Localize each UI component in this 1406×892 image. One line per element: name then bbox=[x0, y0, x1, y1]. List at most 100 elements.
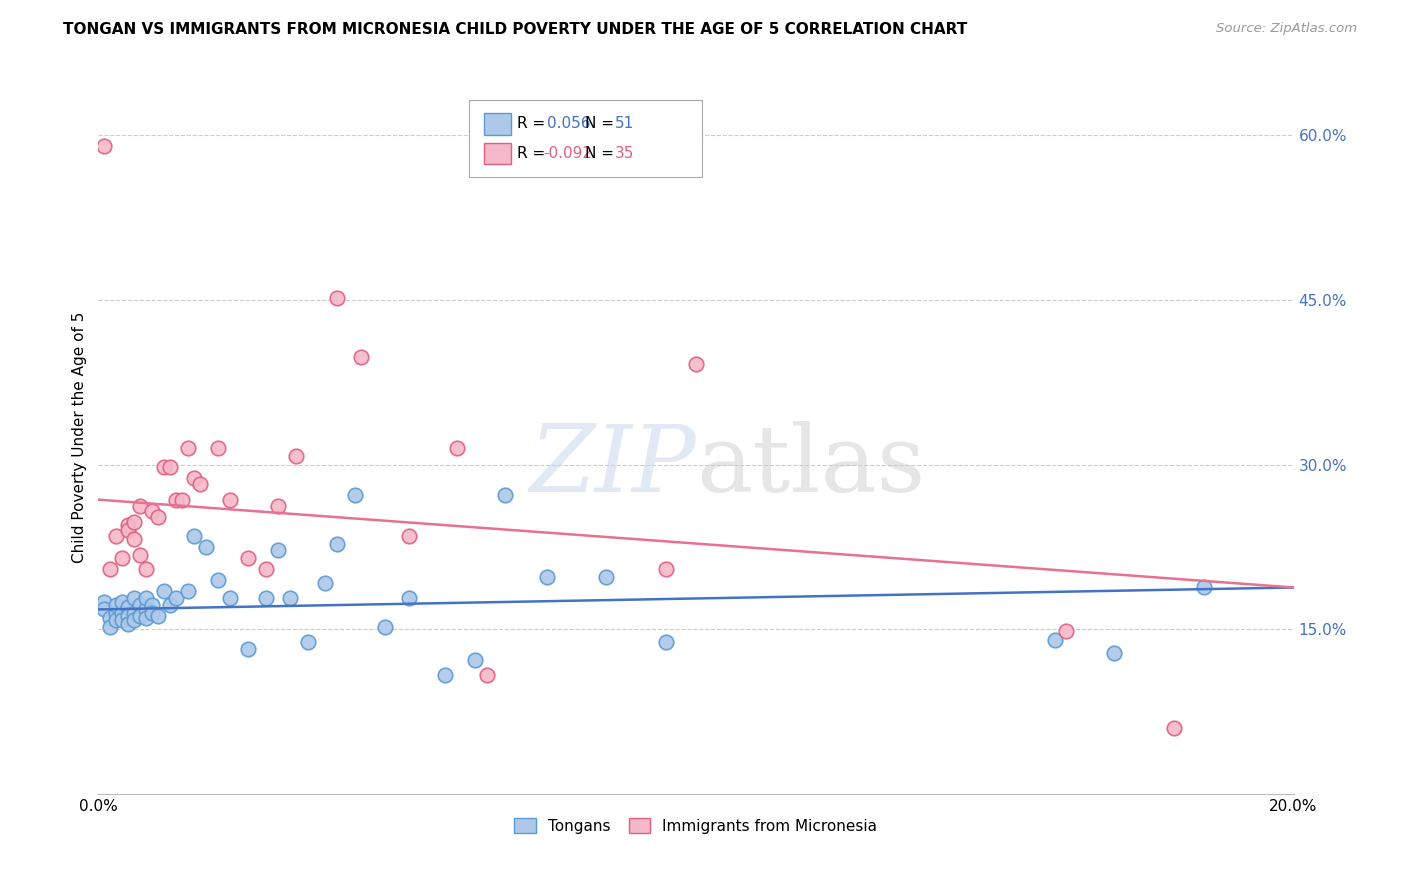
Point bbox=[1104, 646, 1126, 660]
Point bbox=[344, 488, 367, 502]
Point bbox=[655, 562, 678, 576]
Point bbox=[267, 500, 290, 514]
Point bbox=[398, 529, 420, 543]
Point bbox=[1192, 581, 1215, 595]
Point bbox=[105, 529, 128, 543]
Point bbox=[124, 532, 146, 546]
Point bbox=[595, 569, 617, 583]
Point bbox=[1163, 721, 1185, 735]
Point bbox=[177, 441, 200, 455]
Point bbox=[188, 477, 211, 491]
Point bbox=[219, 492, 242, 507]
Text: R =: R = bbox=[517, 146, 550, 161]
FancyBboxPatch shape bbox=[485, 113, 510, 135]
Point bbox=[475, 668, 498, 682]
Point bbox=[117, 609, 139, 624]
Point bbox=[105, 614, 128, 628]
Point bbox=[195, 540, 218, 554]
Point bbox=[446, 441, 468, 455]
Point bbox=[93, 602, 115, 616]
Point bbox=[124, 515, 146, 529]
Point bbox=[267, 543, 290, 558]
Point bbox=[536, 569, 558, 583]
Point bbox=[153, 583, 176, 598]
Point bbox=[1043, 633, 1066, 648]
Text: TONGAN VS IMMIGRANTS FROM MICRONESIA CHILD POVERTY UNDER THE AGE OF 5 CORRELATIO: TONGAN VS IMMIGRANTS FROM MICRONESIA CHI… bbox=[63, 22, 967, 37]
FancyBboxPatch shape bbox=[485, 143, 510, 164]
Text: N =: N = bbox=[585, 116, 619, 131]
Text: -0.092: -0.092 bbox=[543, 146, 592, 161]
Point bbox=[464, 653, 486, 667]
Point bbox=[148, 609, 170, 624]
Text: 51: 51 bbox=[614, 116, 634, 131]
Point bbox=[434, 668, 457, 682]
Point bbox=[141, 598, 163, 612]
Point bbox=[98, 562, 122, 576]
Point bbox=[129, 609, 152, 624]
Point bbox=[111, 595, 134, 609]
Point bbox=[153, 459, 176, 474]
Text: atlas: atlas bbox=[696, 421, 925, 510]
Point bbox=[111, 614, 134, 628]
Point bbox=[135, 611, 157, 625]
Text: Source: ZipAtlas.com: Source: ZipAtlas.com bbox=[1216, 22, 1357, 36]
FancyBboxPatch shape bbox=[470, 100, 702, 177]
Point bbox=[374, 620, 396, 634]
Point bbox=[172, 492, 194, 507]
Point bbox=[159, 598, 181, 612]
Text: 35: 35 bbox=[614, 146, 634, 161]
Point bbox=[117, 517, 139, 532]
Point bbox=[494, 488, 516, 502]
Point bbox=[148, 510, 170, 524]
Point bbox=[326, 536, 349, 550]
Point bbox=[93, 139, 115, 153]
Point bbox=[105, 598, 128, 612]
Y-axis label: Child Poverty Under the Age of 5: Child Poverty Under the Age of 5 bbox=[72, 311, 87, 563]
Point bbox=[315, 576, 337, 591]
Point bbox=[685, 357, 707, 371]
Point bbox=[129, 500, 152, 514]
Text: R =: R = bbox=[517, 116, 550, 131]
Point bbox=[1056, 624, 1078, 639]
Point bbox=[219, 591, 242, 606]
Point bbox=[236, 642, 259, 657]
Point bbox=[655, 635, 678, 649]
Point bbox=[165, 492, 187, 507]
Point bbox=[117, 616, 139, 631]
Point bbox=[159, 459, 181, 474]
Point bbox=[207, 441, 229, 455]
Point bbox=[117, 524, 139, 538]
Point bbox=[141, 503, 163, 517]
Point bbox=[129, 598, 152, 612]
Point bbox=[93, 595, 115, 609]
Point bbox=[141, 606, 163, 620]
Text: ZIP: ZIP bbox=[529, 421, 696, 510]
Point bbox=[207, 573, 229, 587]
Point bbox=[398, 591, 420, 606]
Point bbox=[129, 548, 152, 562]
Point bbox=[254, 591, 277, 606]
Point bbox=[98, 611, 122, 625]
Text: 0.056: 0.056 bbox=[547, 116, 591, 131]
Point bbox=[177, 583, 200, 598]
Legend: Tongans, Immigrants from Micronesia: Tongans, Immigrants from Micronesia bbox=[509, 812, 883, 839]
Text: N =: N = bbox=[585, 146, 619, 161]
Point bbox=[350, 350, 373, 364]
Point bbox=[124, 591, 146, 606]
Point bbox=[278, 591, 301, 606]
Point bbox=[236, 550, 259, 565]
Point bbox=[297, 635, 319, 649]
Point bbox=[124, 614, 146, 628]
Point bbox=[326, 291, 349, 305]
Point bbox=[105, 606, 128, 620]
Point bbox=[124, 606, 146, 620]
Point bbox=[111, 550, 134, 565]
Point bbox=[117, 600, 139, 615]
Point bbox=[183, 529, 205, 543]
Point bbox=[284, 449, 307, 463]
Point bbox=[135, 602, 157, 616]
Point bbox=[98, 620, 122, 634]
Point bbox=[183, 471, 205, 485]
Point bbox=[135, 591, 157, 606]
Point bbox=[165, 591, 187, 606]
